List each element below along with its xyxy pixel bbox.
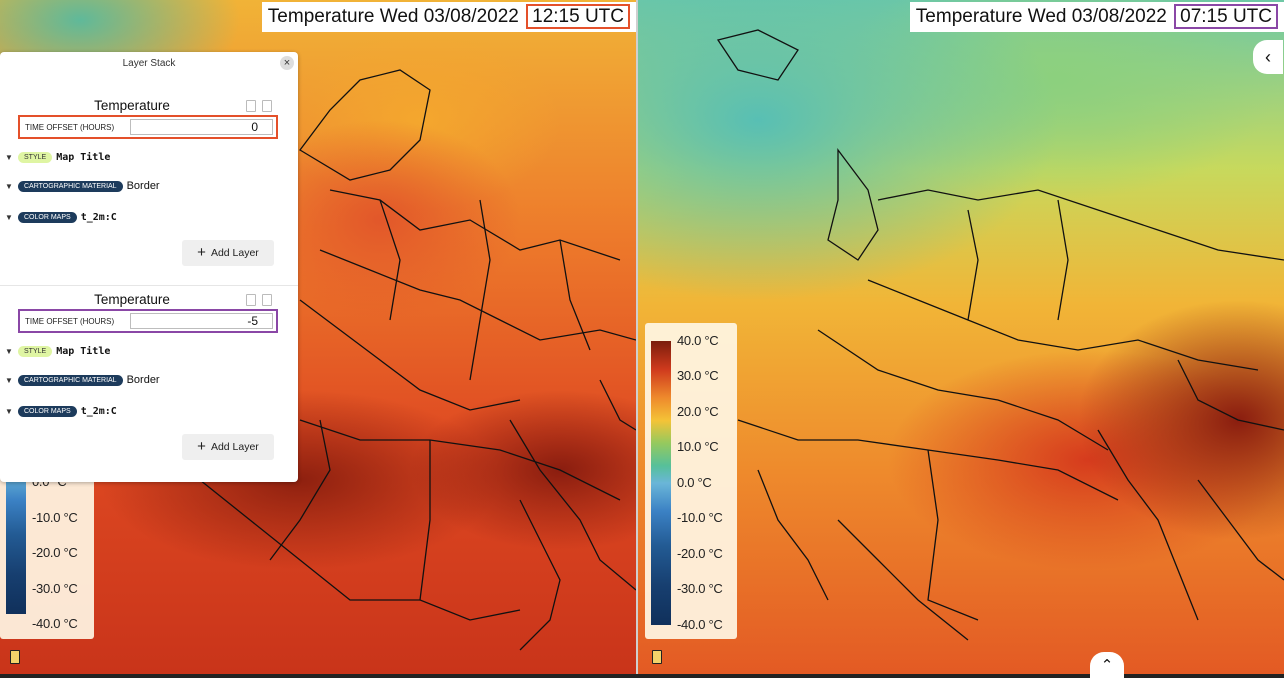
add-layer-label: Add Layer (210, 247, 259, 259)
chevron-down-icon[interactable]: ▼ (5, 212, 13, 222)
time-offset-label: TIME OFFSET (HOURS) (25, 316, 115, 326)
expand-panel-button[interactable]: ⌃ (1090, 652, 1124, 678)
map-title-time: 07:15 UTC (1174, 4, 1278, 29)
chevron-down-icon[interactable]: ▼ (5, 152, 13, 162)
plus-icon: + (197, 438, 206, 455)
legend-gradient (6, 468, 26, 614)
cartographic-value: Border (126, 180, 160, 192)
colormap-value: t_2m:C (80, 211, 117, 223)
colormap-row[interactable]: ▼ COLOR MAPS t_2m:C (4, 403, 117, 419)
colormap-value: t_2m:C (80, 405, 117, 417)
cartographic-row[interactable]: ▼ CARTOGRAPHIC MATERIAL Border (4, 372, 160, 388)
legend-label: -30.0 °C (677, 581, 723, 596)
legend-label: -20.0 °C (677, 546, 723, 561)
cartographic-value: Border (126, 374, 160, 386)
cartographic-row[interactable]: ▼ CARTOGRAPHIC MATERIAL Border (4, 178, 160, 194)
add-layer-button[interactable]: + Add Layer (182, 434, 274, 460)
legend-label: -20.0 °C (32, 545, 78, 560)
style-row[interactable]: ▼ STYLE Map Title (4, 149, 110, 165)
color-legend: 0.0 °C -10.0 °C -20.0 °C -30.0 °C -40.0 … (0, 468, 94, 639)
colormap-tag: COLOR MAPS (18, 405, 77, 417)
legend-label: -40.0 °C (32, 616, 78, 631)
country-borders (716, 29, 1284, 641)
time-offset-label: TIME OFFSET (HOURS) (25, 122, 115, 132)
temperature-heatmap (638, 0, 1284, 674)
chevron-up-icon: ⌃ (1100, 657, 1114, 674)
clipboard-icon[interactable] (262, 294, 272, 306)
time-offset-row: TIME OFFSET (HOURS) (18, 115, 278, 139)
map-title-time: 12:15 UTC (526, 4, 630, 29)
chevron-down-icon[interactable]: ▼ (5, 181, 13, 191)
chevron-down-icon[interactable]: ▼ (5, 406, 13, 416)
add-layer-button[interactable]: + Add Layer (182, 240, 274, 266)
layer-actions (246, 294, 272, 306)
country-borders (199, 69, 636, 651)
time-offset-row: TIME OFFSET (HOURS) (18, 309, 278, 333)
cartographic-tag: CARTOGRAPHIC MATERIAL (18, 374, 123, 386)
close-icon[interactable]: × (280, 56, 294, 70)
plus-icon: + (197, 244, 206, 261)
chevron-left-icon: ‹ (1265, 46, 1271, 67)
layers-icon[interactable] (246, 100, 256, 112)
legend-toggle-icon[interactable] (10, 650, 20, 664)
map-title: Temperature Wed 03/08/2022 12:15 UTC (261, 2, 636, 32)
legend-label: -30.0 °C (32, 581, 78, 596)
style-tag: STYLE (18, 151, 53, 163)
time-offset-input[interactable] (130, 119, 273, 135)
layer-item: Temperature TIME OFFSET (HOURS) ▼ STYLE … (0, 285, 298, 460)
add-layer-label: Add Layer (210, 441, 259, 453)
split-divider[interactable] (636, 0, 638, 674)
layer-name: Temperature (94, 98, 170, 113)
style-tag: STYLE (18, 345, 53, 357)
map-title-text: Temperature Wed 03/08/2022 (915, 6, 1167, 27)
layer-name: Temperature (94, 292, 170, 307)
collapse-panel-button[interactable]: ‹ (1253, 40, 1283, 74)
panel-title: Layer Stack (122, 58, 176, 69)
legend-label: -10.0 °C (32, 510, 78, 525)
legend-toggle-icon[interactable] (652, 650, 662, 664)
legend-gradient (651, 341, 671, 625)
right-map-view[interactable]: Temperature Wed 03/08/2022 07:15 UTC (638, 0, 1284, 674)
layer-stack-panel: Layer Stack × Temperature TIME OFFSET (H… (0, 52, 298, 482)
color-legend: 40.0 °C 30.0 °C 20.0 °C 10.0 °C 0.0 °C -… (645, 323, 737, 639)
colormap-tag: COLOR MAPS (18, 211, 77, 223)
legend-label: 30.0 °C (677, 368, 719, 383)
legend-label: 0.0 °C (677, 475, 712, 490)
legend-label: 10.0 °C (677, 439, 719, 454)
legend-label: 40.0 °C (677, 333, 719, 348)
style-value: Map Title (56, 345, 111, 357)
style-value: Map Title (56, 151, 111, 163)
legend-label: 20.0 °C (677, 404, 719, 419)
time-offset-input[interactable] (130, 313, 273, 329)
colormap-row[interactable]: ▼ COLOR MAPS t_2m:C (4, 209, 117, 225)
map-title-text: Temperature Wed 03/08/2022 (267, 6, 519, 27)
map-title: Temperature Wed 03/08/2022 07:15 UTC (909, 2, 1284, 32)
layer-actions (246, 100, 272, 112)
cartographic-tag: CARTOGRAPHIC MATERIAL (18, 180, 123, 192)
legend-label: -10.0 °C (677, 510, 723, 525)
chevron-down-icon[interactable]: ▼ (5, 375, 13, 385)
layers-icon[interactable] (246, 294, 256, 306)
legend-label: -40.0 °C (677, 617, 723, 632)
style-row[interactable]: ▼ STYLE Map Title (4, 343, 110, 359)
chevron-down-icon[interactable]: ▼ (5, 346, 13, 356)
clipboard-icon[interactable] (262, 100, 272, 112)
